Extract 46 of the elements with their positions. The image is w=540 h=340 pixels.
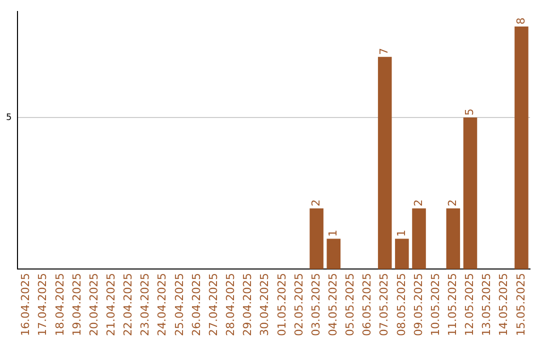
x-tick-label: 29.04.2025 — [241, 273, 254, 336]
bar — [412, 208, 426, 270]
x-tick-label: 09.05.2025 — [412, 273, 425, 336]
bar — [514, 26, 528, 270]
x-tick-label: 02.05.2025 — [292, 273, 306, 336]
data-label: 2 — [412, 199, 425, 206]
x-tick-label: 08.05.2025 — [394, 273, 408, 336]
bar — [395, 238, 409, 270]
x-tick-label: 23.04.2025 — [138, 273, 152, 336]
bar — [326, 238, 341, 270]
x-tick-label: 21.04.2025 — [104, 273, 118, 336]
x-tick-label: 10.05.2025 — [428, 273, 442, 336]
x-tick-label: 28.04.2025 — [224, 273, 238, 336]
x-tick-label: 04.05.2025 — [326, 273, 340, 336]
x-tick-label: 11.05.2025 — [446, 273, 460, 336]
x-tick-label: 17.04.2025 — [36, 273, 50, 336]
x-tick-label: 06.05.2025 — [360, 273, 374, 336]
x-tick-label: 19.04.2025 — [70, 273, 84, 336]
x-tick-label: 07.05.2025 — [378, 273, 391, 336]
x-tick-label: 03.05.2025 — [309, 273, 322, 336]
x-tick-label: 25.04.2025 — [172, 273, 186, 336]
x-tick-label: 22.04.2025 — [122, 273, 135, 336]
x-tick-label: 20.04.2025 — [87, 273, 100, 336]
x-tick-label: 13.05.2025 — [480, 273, 494, 336]
data-label: 2 — [309, 199, 322, 206]
x-tick-label: 14.05.2025 — [497, 273, 510, 336]
x-tick-label: 30.04.2025 — [258, 273, 272, 336]
x-tick-label: 12.05.2025 — [463, 273, 476, 336]
data-label: 1 — [326, 230, 340, 237]
bar — [378, 56, 392, 270]
bar — [310, 208, 324, 270]
x-tick-label: 15.05.2025 — [514, 273, 528, 336]
data-label: 8 — [514, 18, 528, 25]
data-label: 1 — [394, 230, 408, 237]
x-tick-label: 24.04.2025 — [156, 273, 169, 336]
data-label: 7 — [378, 48, 391, 55]
x-tick-label: 27.04.2025 — [206, 273, 220, 336]
x-tick-label: 16.04.2025 — [19, 273, 32, 336]
x-tick-label: 18.04.2025 — [53, 273, 66, 336]
bar — [463, 117, 478, 270]
data-label: 5 — [463, 108, 476, 116]
x-tick-label: 01.05.2025 — [275, 273, 288, 336]
x-tick-label: 05.05.2025 — [344, 273, 357, 336]
bar — [446, 208, 460, 270]
x-tick-label: 26.04.2025 — [190, 273, 203, 336]
data-label: 2 — [446, 199, 460, 206]
